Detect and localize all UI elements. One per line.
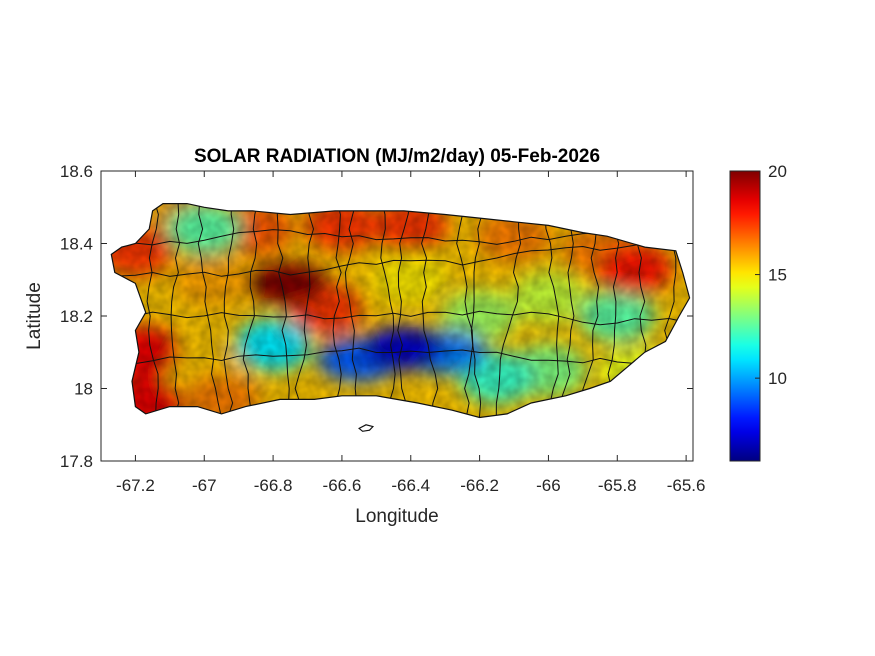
municipality-boundary [223,203,235,418]
x-axis-label: Longitude [355,506,438,527]
x-tick-label: -65.6 [667,476,706,495]
municipality-boundary [456,203,474,418]
y-tick-label: 18.2 [60,307,93,326]
municipality-boundary [559,203,577,418]
municipality-boundary [276,203,292,418]
caja-de-muertos-outline [358,424,375,432]
municipality-boundary [495,203,522,418]
x-tick-label: -66.2 [460,476,499,495]
x-tick-label: -65.8 [598,476,637,495]
x-axis: -67.2 -67 -66.8 -66.6 -66.4 -66.2 -66 -65.8 -65.… [116,171,705,495]
x-tick-label: -66.4 [391,476,430,495]
colorbar-ticks: 20 15 10 [755,162,787,388]
y-axis-label: Latitude [24,282,45,350]
municipality-boundary [170,203,181,418]
municipality-boundary [118,347,687,365]
municipality-boundary [421,203,439,418]
x-tick-label: -66.6 [323,476,362,495]
x-tick-label: -66.8 [254,476,293,495]
y-tick-label: 17.8 [60,452,93,471]
island-outline [110,203,691,419]
municipality-boundary [397,203,412,418]
colorbar-tick-label: 20 [768,162,787,181]
x-tick-label: -67 [192,476,217,495]
y-tick-label: 18.4 [60,235,93,254]
municipality-boundary [197,203,222,418]
municipality-boundary [242,203,259,418]
municipality-boundary [380,203,396,418]
colorbar-tick-label: 10 [768,369,787,388]
y-tick-label: 18 [74,380,93,399]
municipality-boundary [470,203,487,418]
municipality-boundary [146,203,159,418]
municipality-boundary [576,203,600,418]
x-tick-label: -67.2 [116,476,155,495]
municipality-boundary [118,241,687,277]
municipality-boundary [543,203,560,418]
y-axis: 18.6 18.4 18.2 18 17.8 [60,162,693,471]
colorbar [729,170,761,462]
colorbar-tick-label: 15 [768,266,787,285]
municipality-boundary [118,310,687,326]
municipality-boundary [294,203,315,418]
x-tick-label: -66 [536,476,561,495]
y-tick-label: 18.6 [60,162,93,181]
chart-title: SOLAR RADIATION (MJ/m2/day) 05-Feb-2026 [194,146,600,167]
